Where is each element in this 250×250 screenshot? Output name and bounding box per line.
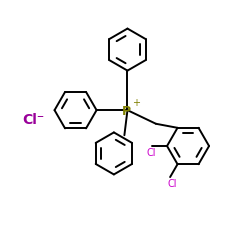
Text: Cl⁻: Cl⁻ — [22, 113, 45, 127]
Text: Cl: Cl — [168, 179, 177, 189]
Text: P: P — [122, 105, 131, 118]
Text: +: + — [132, 98, 140, 108]
Text: Cl: Cl — [146, 148, 156, 158]
